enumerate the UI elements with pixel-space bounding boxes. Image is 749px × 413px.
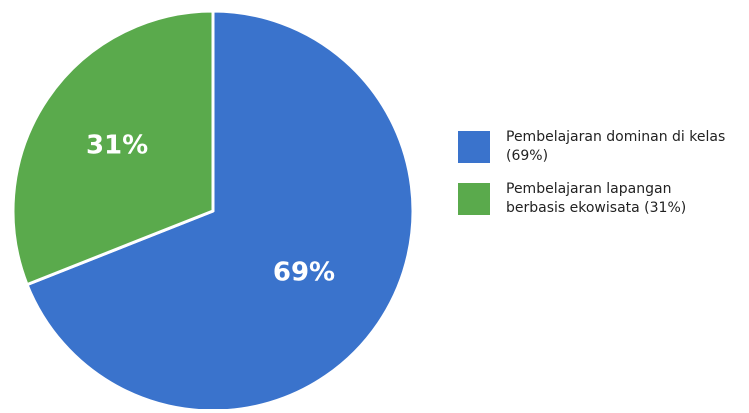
legend-item-classroom: Pembelajaran dominan di kelas (69%) [458, 128, 746, 166]
slice-field [11, 9, 215, 287]
legend-swatch-classroom [458, 131, 490, 163]
legend: Pembelajaran dominan di kelas (69%) Pemb… [458, 128, 746, 232]
slice-classroom [25, 9, 415, 413]
legend-label-classroom-line1: Pembelajaran dominan di kelas [506, 129, 726, 145]
legend-item-field: Pembelajaran lapangan berbasis ekowisata… [458, 180, 746, 218]
legend-label-field: Pembelajaran lapangan berbasis ekowisata… [506, 180, 686, 218]
legend-label-field-line1: Pembelajaran lapangan [506, 181, 672, 197]
legend-label-classroom: Pembelajaran dominan di kelas (69%) [506, 128, 725, 166]
slice-label-field: 31% [86, 130, 148, 160]
legend-swatch-field [458, 183, 490, 215]
legend-label-classroom-line2: (69%) [506, 148, 549, 164]
legend-label-field-line2: berbasis ekowisata (31%) [506, 200, 687, 216]
slice-label-classroom: 69% [273, 257, 335, 287]
